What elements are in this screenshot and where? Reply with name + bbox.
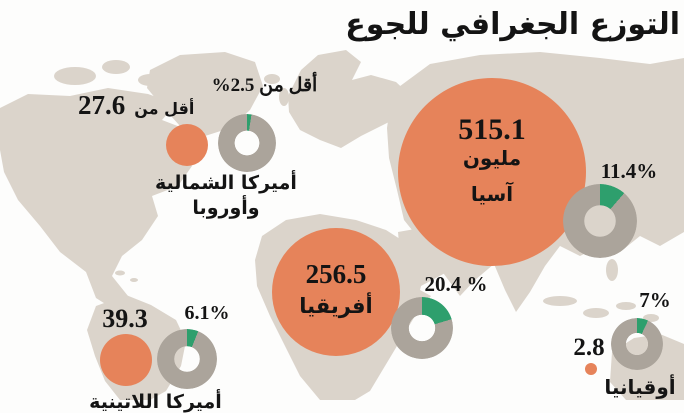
oceania-region-label: أوقيانيا <box>604 375 676 399</box>
landmass-indonesia <box>616 302 636 310</box>
landmass-uk <box>279 88 289 106</box>
donut-north-america-europe <box>218 114 276 172</box>
bubble-latin-america <box>100 334 152 386</box>
landmass-new-zealand <box>665 390 673 396</box>
asia-donut-label: 11.4% <box>600 159 658 183</box>
landmass-arctic-island <box>102 60 130 74</box>
naeu-region-label-line2: وأوروبا <box>192 196 260 219</box>
oceania-donut-label: 7% <box>639 288 671 312</box>
landmass-greenland <box>147 52 263 136</box>
naeu-value-prefix: أقل من <box>134 99 195 118</box>
asia-unit: مليون <box>462 146 522 170</box>
bubble-oceania <box>585 363 597 375</box>
oceania-value: 2.8 <box>573 334 605 361</box>
donut-latin-america <box>157 329 217 389</box>
naeu-region-label-line1: أميركا الشمالية <box>155 172 297 194</box>
naeu-value: 27.6 <box>78 90 126 120</box>
landmass-indonesia <box>543 296 577 306</box>
naeu-donut-label: أقل من 2.5% <box>211 75 318 96</box>
bubble-asia <box>398 78 586 266</box>
latam-value: 39.3 <box>102 304 148 333</box>
landmass-philippines <box>606 259 618 281</box>
latam-donut-label: 6.1% <box>184 302 230 324</box>
chart-title: التوزع الجغرافي للجوع <box>345 7 680 42</box>
naeu-region-label: أميركا الشمالية وأوروبا <box>141 171 311 220</box>
africa-value: 256.5 <box>305 259 367 289</box>
landmass-north-america <box>0 88 192 312</box>
infographic-hunger-distribution: { "title": "التوزع الجغرافي للجوع", "col… <box>0 7 684 413</box>
donut-africa <box>391 297 453 359</box>
landmass-arctic-island <box>54 67 96 85</box>
bubble-africa <box>272 228 400 356</box>
landmass-caribbean <box>130 278 138 282</box>
naeu-value-row: 27.6 أقل من <box>78 90 194 121</box>
asia-value: 515.1 <box>458 113 526 146</box>
landmass-indonesia <box>583 308 609 318</box>
landmass-iceland <box>264 74 280 84</box>
donut-asia <box>563 184 637 258</box>
donut-oceania <box>611 318 663 370</box>
bubble-north-america-europe <box>166 124 208 166</box>
landmass-caribbean <box>97 263 109 269</box>
landmass-caribbean <box>115 270 125 276</box>
africa-donut-label: 20.4 % <box>424 272 488 296</box>
landmass-europe <box>288 50 411 148</box>
asia-region-label: آسيا <box>470 182 514 206</box>
africa-region-label: أفريقيا <box>299 294 373 318</box>
latam-region-label: أميركا اللاتينية <box>89 391 222 413</box>
